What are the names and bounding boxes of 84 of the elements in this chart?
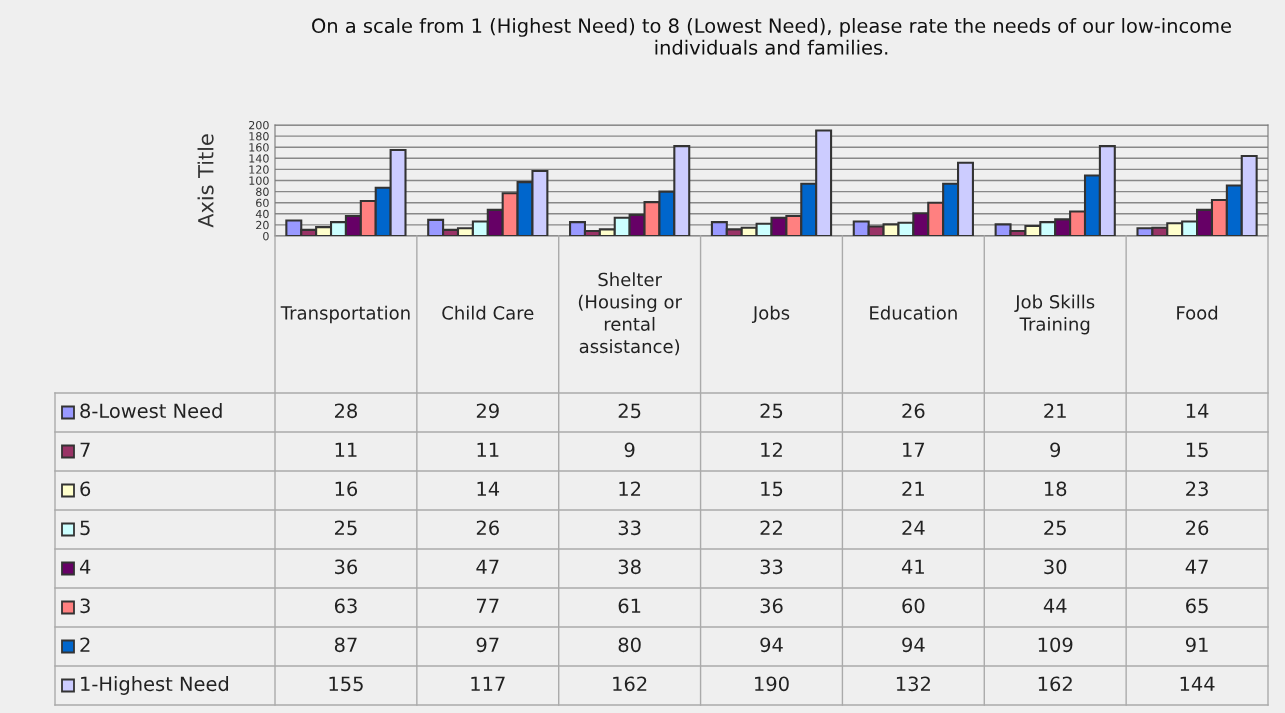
y-axis-title: Axis Title [197,134,214,228]
data-label: 17 [903,442,925,457]
x-tick-label: Child Care [442,305,534,320]
data-label: 190 [755,676,789,692]
data-label: 60 [902,598,925,614]
data-label: 109 [1038,637,1073,653]
y-tick-label: 40 [255,209,269,219]
data-label: 162 [613,676,647,692]
data-label: 21 [902,481,924,496]
data-label: 26 [902,403,925,419]
data-label: 33 [760,559,783,575]
data-label: 155 [329,676,363,692]
data-label: 25 [334,520,357,536]
data-label: 36 [760,598,783,614]
data-label: 15 [1186,442,1208,458]
data-label: 87 [334,637,357,653]
data-label: 18 [1044,481,1067,497]
y-tick-label: 20 [256,220,269,230]
data-label: 61 [618,598,641,614]
data-label: 14 [477,481,500,496]
data-label: 77 [477,598,499,613]
y-tick-label: 200 [249,120,269,130]
y-tick-label: 120 [249,165,269,174]
data-label: 26 [476,520,499,536]
x-tick-label: Transportation [280,305,410,324]
data-label: 94 [760,637,783,653]
data-label: 132 [896,676,930,692]
data-label: 41 [901,559,924,574]
data-label: 91 [1185,637,1208,653]
data-label: 9 [624,442,635,458]
data-label: 30 [1044,559,1067,575]
y-tick-label: 80 [256,187,269,196]
y-tick-label: 180 [249,132,269,141]
data-label: 15 [761,481,783,497]
data-label: 12 [761,442,782,457]
data-label: 33 [618,520,641,536]
data-label: 63 [334,598,357,614]
y-tick-label: 60 [256,198,269,208]
data-label: 21 [1044,403,1066,418]
data-label: 65 [1186,598,1208,614]
data-label: 12 [619,481,641,496]
y-tick-label: 160 [249,143,269,152]
x-tick-label: Jobs [751,305,790,324]
data-label: 26 [1186,520,1209,536]
data-label: 16 [335,481,358,497]
x-tick-label: Shelter (Housing or rental assistance) [578,272,682,356]
legend-label: 1-Highest Need [81,676,229,695]
legend-label: 2 [80,637,90,652]
data-label: 144 [1180,676,1215,691]
data-label: 25 [1044,520,1066,536]
data-label: 25 [618,403,641,419]
y-tick-label: 100 [249,176,269,185]
data-label: 11 [335,442,357,457]
data-label: 9 [1050,442,1061,458]
data-label: 29 [476,403,499,419]
data-label: 24 [902,520,925,535]
data-label: 47 [1185,559,1208,574]
data-label: 162 [1038,676,1072,692]
legend-label: 3 [80,598,90,614]
data-label: 14 [1186,403,1209,418]
data-label: 36 [335,559,358,575]
legend-label: 4 [79,559,91,574]
legend-label: 6 [80,481,91,497]
y-tick-label: 0 [263,231,269,241]
y-tick-label: 140 [249,154,269,163]
data-label: 28 [334,403,357,419]
x-tick-label: Education [870,305,957,320]
data-label: 11 [477,442,499,457]
data-label: 23 [1186,481,1208,497]
data-label: 38 [618,559,641,575]
legend-label: 5 [80,520,90,536]
data-label: 22 [760,520,782,535]
data-label: 94 [902,637,925,653]
data-label: 47 [476,559,499,574]
chart-title: On a scale from 1 (Highest Need) to 8 (Lowest Need), please rate the needs of our low-income individuals and families. [312,18,1231,55]
x-tick-label: Food [1177,305,1218,320]
data-label: 25 [760,403,783,419]
data-label: 80 [618,637,641,653]
data-label: 97 [476,637,499,653]
legend-label: 8-Lowest Need [80,403,222,419]
legend-label: 7 [80,442,90,457]
data-label: 44 [1043,598,1067,613]
x-tick-label: Job Skills Training [1014,294,1095,335]
data-label: 117 [471,676,505,691]
